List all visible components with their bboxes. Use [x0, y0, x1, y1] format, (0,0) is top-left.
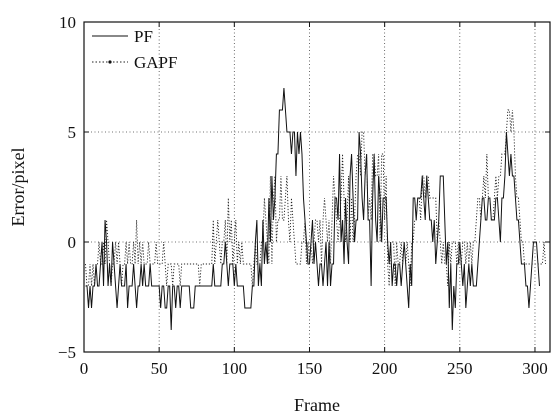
x-tick-label: 50: [151, 359, 168, 378]
grid-layer: [84, 22, 550, 352]
x-axis-label: Frame: [294, 395, 340, 415]
x-tick-label: 250: [447, 359, 473, 378]
plot-frame: [83, 21, 551, 353]
x-tick-label: 150: [297, 359, 323, 378]
series-layer: [85, 87, 546, 331]
series-line-gapf: [85, 109, 546, 287]
y-tick-label: 0: [68, 233, 77, 252]
y-axis-label: Error/pixel: [8, 148, 28, 227]
series-line-pf: [85, 87, 540, 331]
x-tick-label: 200: [372, 359, 398, 378]
x-tick-label: 0: [80, 359, 89, 378]
legend-label-gapf: GAPF: [134, 53, 177, 72]
legend-label-pf: PF: [134, 27, 153, 46]
x-tick-label: 300: [522, 359, 548, 378]
legend: PF GAPF: [92, 27, 177, 72]
y-tick-label: 5: [68, 123, 77, 142]
x-tick-label: 100: [222, 359, 248, 378]
y-tick-label: 10: [59, 13, 76, 32]
y-tick-label: −5: [58, 343, 76, 362]
legend-marker-gapf: [108, 60, 112, 64]
